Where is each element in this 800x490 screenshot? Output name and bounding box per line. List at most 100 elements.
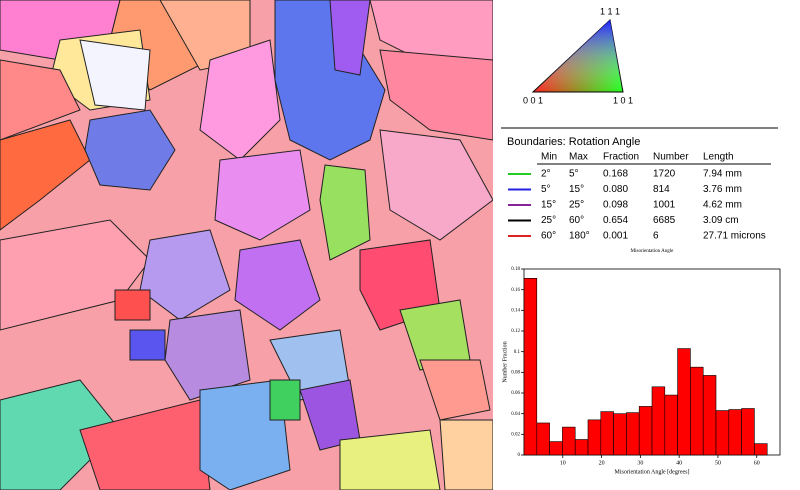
grain [329, 0, 371, 76]
bar [677, 348, 691, 456]
grain [79, 39, 151, 111]
table-cell: 3.09 cm [703, 215, 739, 226]
grain [199, 39, 281, 161]
y-tick-label: 0.14 [511, 308, 520, 313]
y-tick-label: 0.18 [511, 267, 520, 272]
table-cell: 2° [541, 169, 551, 180]
table-cell: 180° [569, 231, 590, 242]
y-tick-label: 0 [518, 453, 521, 458]
table-cell: 1720 [653, 169, 676, 180]
table-cell: 5° [569, 169, 579, 180]
table-cell: 27.71 microns [703, 231, 766, 242]
bar [523, 277, 538, 456]
boundary-table: Min Max Fraction Number Length 2° 5° 0.168 1720 7… [508, 152, 771, 242]
bar [626, 412, 640, 456]
table-cell: 0.168 [603, 169, 628, 180]
column-header: Fraction [603, 152, 639, 163]
y-tick-label: 0.06 [511, 391, 520, 396]
column-header: Length [703, 152, 734, 163]
grain [84, 109, 176, 191]
bar [536, 422, 550, 456]
orientation-map [0, 0, 493, 490]
bar [549, 441, 563, 456]
bar [728, 409, 742, 456]
side-panel: 1 1 1 0 0 1 1 0 1 Boundaries: Rotation A… [501, 6, 781, 475]
bar [715, 410, 730, 456]
grain [79, 399, 211, 490]
grain [379, 129, 493, 241]
grain [0, 59, 81, 141]
ipf-triangle-overlay [533, 20, 623, 92]
table-cell: 25° [569, 200, 584, 211]
chart-title: Misorientation Angle [631, 249, 674, 254]
grain [379, 49, 493, 141]
bar [651, 386, 666, 456]
bar [638, 406, 653, 456]
table-cell: 60° [569, 215, 584, 226]
ipf-label: 1 1 1 [600, 6, 620, 16]
grain [234, 239, 321, 331]
column-header: Min [541, 152, 557, 163]
x-tick-label: 10 [560, 460, 566, 466]
grain [129, 329, 166, 361]
bar [754, 443, 768, 456]
table-cell: 0.001 [603, 231, 628, 242]
table-cell: 0.098 [603, 200, 628, 211]
x-tick-label: 40 [676, 460, 682, 466]
grain [319, 164, 371, 261]
grain [269, 379, 301, 421]
y-tick-label: 0.16 [511, 288, 520, 293]
grain [339, 429, 441, 490]
table-cell: 15° [541, 200, 556, 211]
table-cell: 814 [653, 184, 670, 195]
y-tick-label: 0.04 [511, 412, 520, 417]
table-cell: 5° [541, 184, 551, 195]
grain [0, 219, 151, 331]
bar [574, 439, 589, 456]
column-header: Number [653, 152, 689, 163]
table-cell: 7.94 mm [703, 169, 742, 180]
table-title: Boundaries: Rotation Angle [507, 136, 640, 148]
grain [214, 149, 311, 241]
bar [587, 419, 602, 456]
column-header: Max [569, 152, 588, 163]
y-axis-label: Number Fraction [502, 341, 508, 382]
bar [613, 413, 627, 456]
x-tick-label: 60 [754, 460, 760, 466]
grain [439, 419, 493, 490]
table-cell: 6685 [653, 215, 676, 226]
bar [702, 375, 717, 456]
y-tick-label: 0.08 [511, 370, 520, 375]
table-cell: 0.654 [603, 215, 628, 226]
table-cell: 0.080 [603, 184, 628, 195]
table-cell: 1001 [653, 200, 676, 211]
table-cell: 60° [541, 231, 556, 242]
grain [419, 359, 491, 421]
bar [690, 366, 704, 456]
bar [741, 408, 755, 456]
ipf-label: 1 0 1 [613, 95, 633, 105]
table-cell: 15° [569, 184, 584, 195]
y-tick-label: 0.02 [511, 432, 520, 437]
y-tick-label: 0.12 [511, 329, 520, 334]
grain [114, 289, 151, 321]
grain [199, 379, 291, 490]
bar [600, 411, 614, 456]
x-tick-label: 50 [715, 460, 721, 466]
grain [139, 229, 231, 321]
bar [562, 426, 576, 456]
y-tick-label: 0.1 [514, 350, 521, 355]
table-cell: 3.76 mm [703, 184, 742, 195]
ipf-label: 0 0 1 [523, 95, 543, 105]
x-tick-label: 30 [637, 460, 643, 466]
x-tick-label: 20 [599, 460, 605, 466]
table-cell: 25° [541, 215, 556, 226]
table-cell: 6 [653, 231, 659, 242]
bar [664, 394, 678, 456]
histogram: Misorientation Angle Misorientation Angle… [502, 249, 781, 475]
grain [0, 119, 91, 231]
grains [0, 0, 493, 490]
table-cell: 4.62 mm [703, 200, 742, 211]
x-axis-label: Misorientation Angle [degrees] [615, 469, 690, 475]
